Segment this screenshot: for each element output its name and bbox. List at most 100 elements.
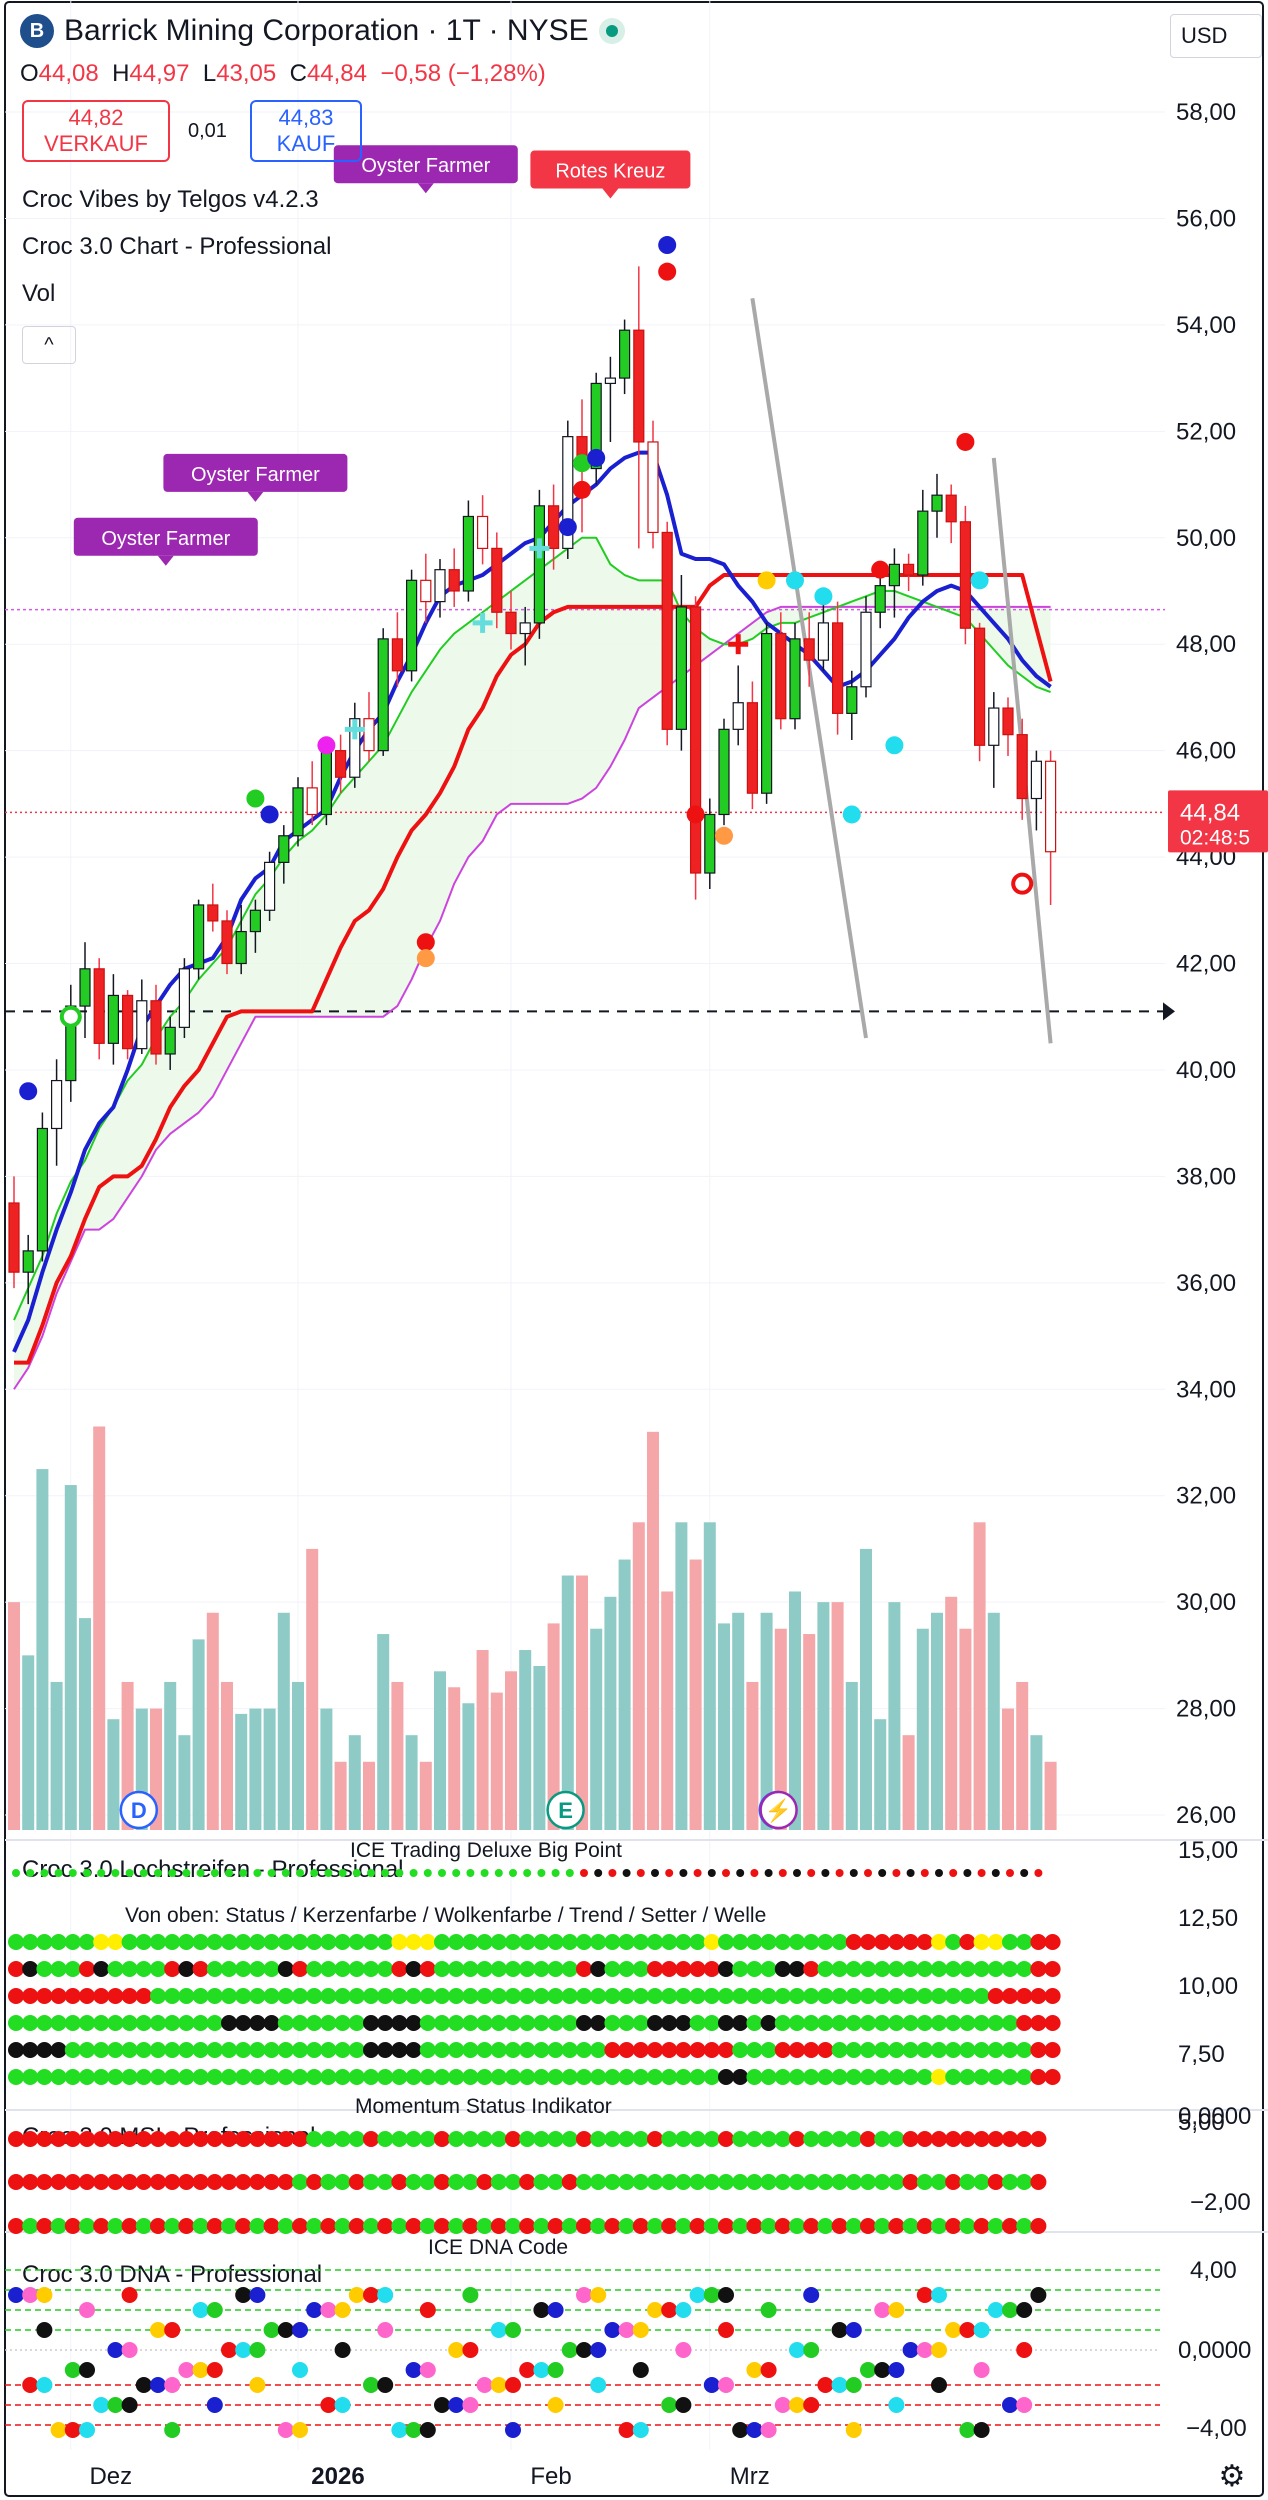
indicator-croc-vibes[interactable]: Croc Vibes by Telgos v4.2.3 [22, 186, 319, 213]
big-point-dot [849, 1869, 858, 1877]
lochstreifen-dot [277, 1961, 294, 1977]
lochstreifen-dot [604, 1934, 621, 1950]
dna-dot [746, 2422, 763, 2438]
lochstreifen-dot [434, 1934, 450, 1950]
lochstreifen-dot [959, 2042, 976, 2058]
low-key: L [202, 60, 217, 87]
lochstreifen-dot [8, 1934, 24, 1950]
currency-selector[interactable]: USD [1170, 14, 1262, 58]
lochstreifen-dot [64, 2069, 81, 2085]
msi-dot [164, 2131, 181, 2147]
dna-dot [760, 2422, 777, 2438]
lochstreifen-dot [348, 2015, 365, 2031]
lochstreifen-dot [292, 1961, 308, 1977]
lochstreifen-dot [533, 2042, 550, 2058]
lochstreifen-dot [462, 2015, 479, 2031]
msi-dot [561, 2218, 578, 2234]
dna-dot [533, 2302, 550, 2318]
lochstreifen-dot [277, 2069, 294, 2085]
symbol-title[interactable]: Barrick Mining Corporation · 1T · NYSE [64, 14, 589, 47]
lochstreifen-dot [647, 1988, 663, 2004]
msi-dot [277, 2131, 294, 2147]
lochstreifen-dot [334, 1961, 351, 1977]
dna-dot [916, 2287, 933, 2303]
gear-icon[interactable]: ⚙ [1218, 2459, 1246, 2493]
msi-dot [647, 2218, 663, 2234]
big-point-dot [267, 1869, 276, 1877]
dna-axis-label: 4,00 [1190, 2257, 1237, 2284]
msi-dot [604, 2174, 621, 2190]
volume-bar [235, 1713, 248, 1830]
symbol-header[interactable]: B Barrick Mining Corporation · 1T · NYSE [20, 14, 625, 48]
lochstreifen-dot [107, 2042, 124, 2058]
lochstreifen-dot [1044, 2069, 1061, 2085]
lochstreifen-dot [1016, 2015, 1033, 2031]
lochstreifen-dot [434, 2015, 450, 2031]
lochstreifen-dot [206, 2042, 223, 2058]
volume-bar [789, 1591, 801, 1830]
dna-dot [874, 2302, 891, 2318]
lochstreifen-dot [206, 1934, 223, 1950]
lochstreifen-dot [1044, 2042, 1061, 2058]
big-point-dot [608, 1869, 617, 1877]
msi-dot [618, 2174, 635, 2190]
lochstreifen-dot [8, 2069, 24, 2085]
big-point-dot [778, 1869, 787, 1877]
big-point-dot [68, 1869, 77, 1877]
big-point-dot [494, 1869, 503, 1877]
candle-body [846, 686, 858, 714]
lochstreifen-dot [277, 2042, 294, 2058]
lochstreifen-dot [973, 2042, 990, 2058]
big-point-dot [409, 1869, 418, 1877]
msi-dot [1002, 2174, 1018, 2190]
dna-dot [817, 2377, 834, 2393]
volume-bar [1030, 1735, 1043, 1830]
msi-dot [1030, 2174, 1047, 2190]
msi-dot [377, 2174, 394, 2190]
lochstreifen-dot [462, 2042, 479, 2058]
lochstreifen-dot [235, 2069, 252, 2085]
sell-button[interactable]: 44,82 VERKAUF [22, 100, 170, 162]
big-point-dot [338, 1869, 347, 1877]
lochstreifen-dot [746, 2015, 763, 2031]
lochstreifen-dot [789, 1988, 805, 2004]
buy-button[interactable]: 44,83 KAUF [250, 100, 362, 162]
lochstreifen-dot [732, 1988, 749, 2004]
msi-dot [476, 2131, 493, 2147]
collapse-indicators-button[interactable]: ^ [22, 326, 76, 364]
candle-body [1002, 707, 1014, 736]
lochstreifen-dot [363, 2069, 379, 2085]
msi-dot [632, 2131, 649, 2147]
big-point-dot [196, 1869, 205, 1877]
lochstreifen-dot [959, 2069, 976, 2085]
lochstreifen-dot [121, 2069, 138, 2085]
dna-dot [746, 2362, 763, 2378]
msi-dot [490, 2131, 507, 2147]
big-point-dot [423, 1869, 432, 1877]
volume-bar [206, 1612, 219, 1830]
price-axis-label: 52,00 [1176, 418, 1236, 445]
lochstreifen-dot [1016, 2042, 1033, 2058]
volume-bar [803, 1634, 816, 1830]
volume-bar [931, 1612, 943, 1830]
indicator-croc-chart[interactable]: Croc 3.0 Chart - Professional [22, 233, 332, 260]
msi-dot [803, 2131, 820, 2147]
big-point-dot [594, 1869, 603, 1877]
candle-body [959, 521, 972, 629]
lochstreifen-dot [590, 1934, 607, 1950]
big-point-dot [835, 1869, 844, 1877]
indicator-volume[interactable]: Vol [22, 280, 56, 307]
lochstreifen-dot [661, 1961, 678, 1977]
big-point-dot [636, 1869, 645, 1877]
lochstreifen-dot [916, 2042, 933, 2058]
big-point-dot [253, 1869, 262, 1877]
lochstreifen-dot [604, 2015, 621, 2031]
annotation-label: Oyster Farmer [191, 464, 320, 486]
msi-dot [121, 2131, 138, 2147]
msi-dot [8, 2174, 24, 2190]
msi-dot [150, 2131, 166, 2147]
msi-dot [434, 2174, 450, 2190]
big-point-dot [736, 1869, 745, 1877]
msi-dot [320, 2218, 337, 2234]
